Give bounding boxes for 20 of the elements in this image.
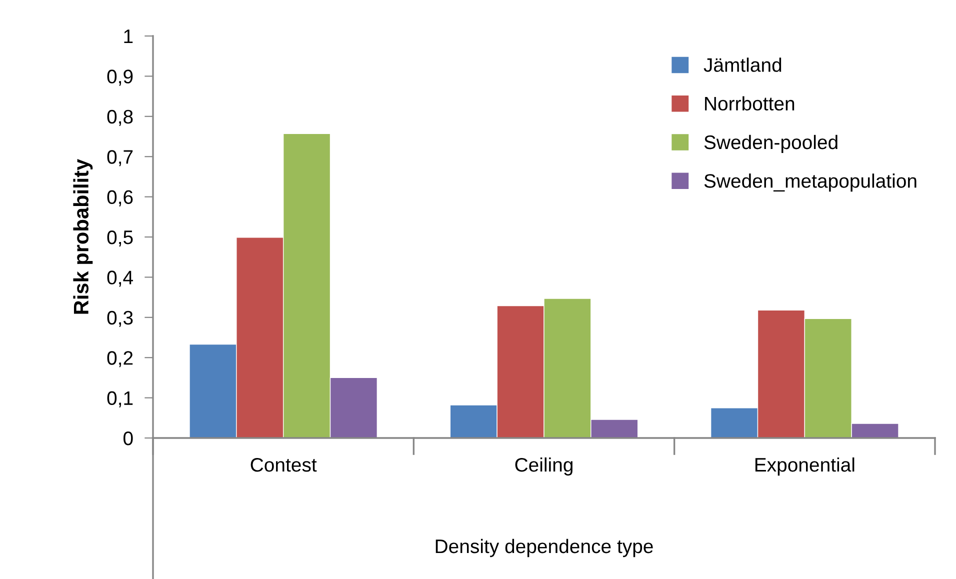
y-tick-label: 0,8 — [107, 110, 133, 126]
y-tick-label: 0,5 — [107, 230, 133, 247]
legend-label: Sweden_metapopulation — [704, 174, 916, 192]
legend-label: Norrbotten — [705, 96, 794, 111]
legend-label: Jämtland — [704, 58, 782, 72]
y-tick-label: 1 — [124, 30, 133, 44]
x-tick-label: Exponential — [755, 457, 854, 476]
y-tick-label: 0,1 — [107, 391, 133, 408]
y-tick-label: 0,9 — [107, 70, 133, 86]
y-tick-label: 0,2 — [107, 351, 133, 368]
y-tick-label: 0,7 — [107, 150, 133, 166]
y-tick-label: 0 — [124, 431, 133, 446]
legend-label: Sweden-pooled — [704, 134, 838, 154]
x-tick-label: Ceiling — [515, 457, 572, 476]
y-axis-title: Risk probability — [73, 158, 93, 314]
x-tick-label: Contest — [250, 458, 317, 472]
y-tick-label: 0,3 — [107, 310, 133, 327]
x-axis-title: Density dependence type — [436, 538, 653, 558]
y-tick-label: 0,4 — [107, 270, 133, 287]
y-tick-label: 0,6 — [107, 190, 133, 206]
